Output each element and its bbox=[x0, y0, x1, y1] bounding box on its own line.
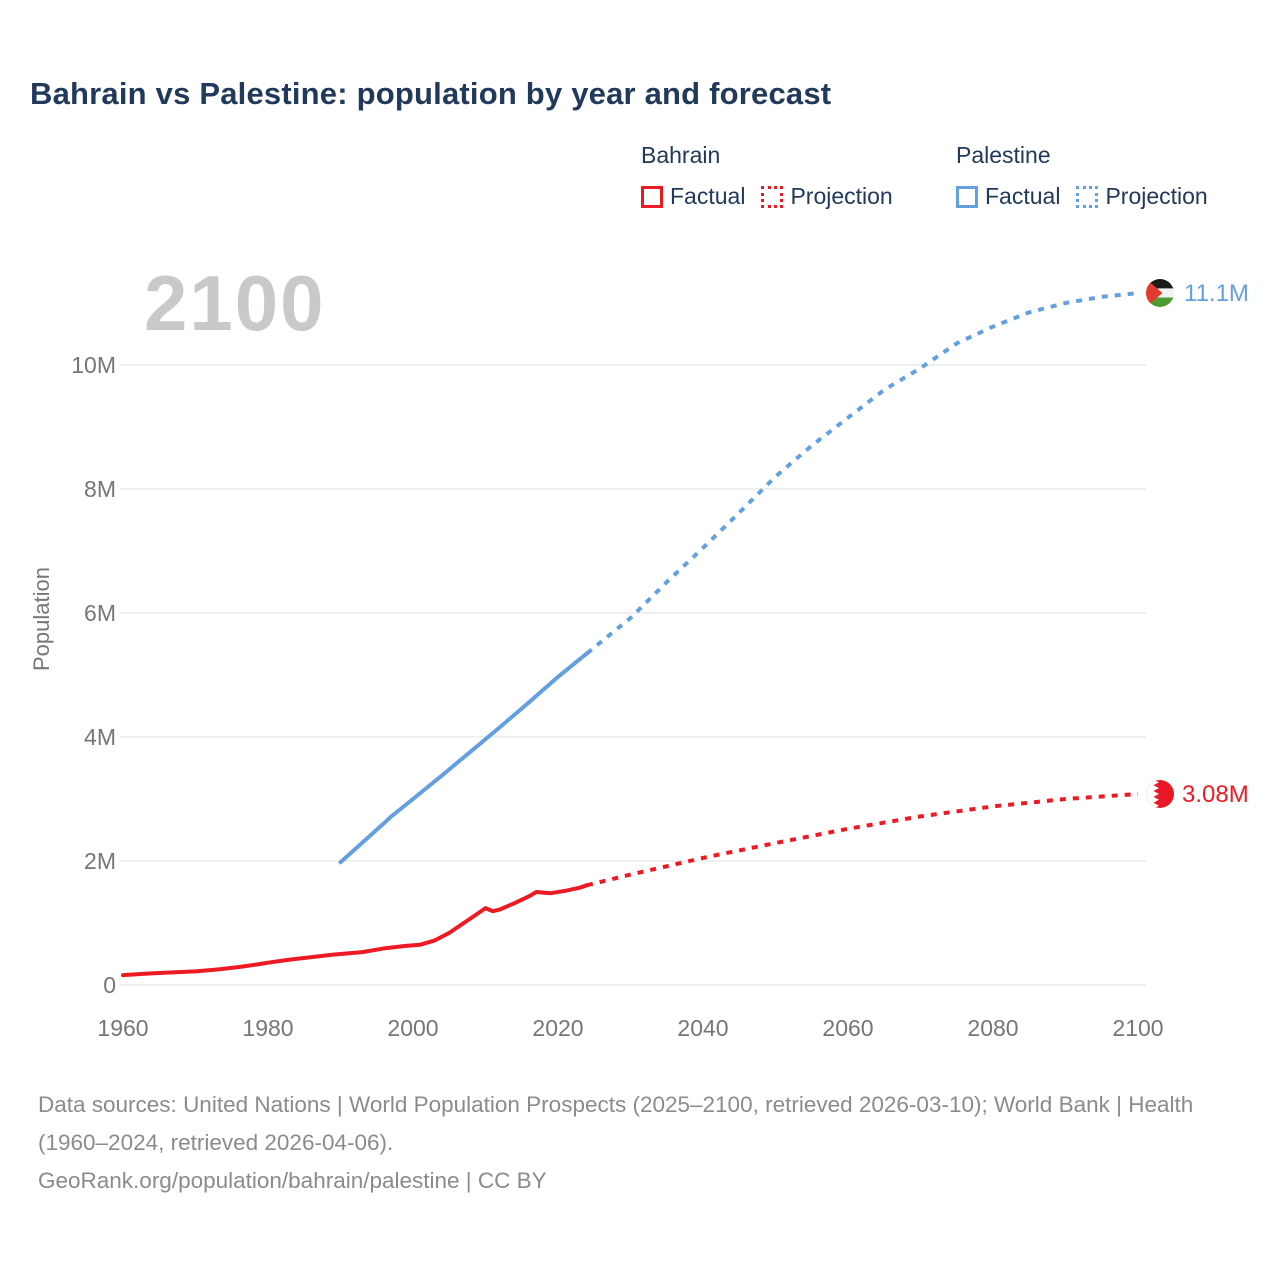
legend-item-bahrain-projection: Projection bbox=[761, 183, 893, 210]
legend-label: Projection bbox=[1105, 183, 1208, 209]
legend-row-palestine: Factual Projection bbox=[956, 183, 1208, 210]
legend-label: Projection bbox=[790, 183, 893, 209]
x-tick-2020: 2020 bbox=[532, 1015, 584, 1041]
legend-group-bahrain: Bahrain Factual Projection bbox=[641, 142, 893, 210]
palestine-projection-line bbox=[585, 291, 1139, 655]
y-tick-6m: 6M bbox=[84, 600, 116, 626]
x-tick-2000: 2000 bbox=[387, 1015, 439, 1041]
legend-row-bahrain: Factual Projection bbox=[641, 183, 893, 210]
legend-label: Factual bbox=[670, 183, 746, 209]
legend-label: Factual bbox=[985, 183, 1061, 209]
palestine-factual-line bbox=[338, 651, 589, 865]
legend-item-palestine-projection: Projection bbox=[1076, 183, 1208, 210]
bahrain-projection-swatch-icon bbox=[761, 185, 784, 208]
legend-item-bahrain-factual: Factual bbox=[641, 183, 745, 210]
footer: Data sources: United Nations | World Pop… bbox=[38, 1086, 1230, 1200]
x-tick-2100: 2100 bbox=[1112, 1015, 1164, 1041]
legend-item-palestine-factual: Factual bbox=[956, 183, 1060, 210]
bahrain-projection-line bbox=[586, 792, 1139, 888]
palestine-end-value-label: 11.1M bbox=[1184, 280, 1249, 307]
bahrain-factual-line bbox=[121, 883, 589, 978]
bahrain-end-value-label: 3.08M bbox=[1182, 781, 1249, 808]
data-sources-text: Data sources: United Nations | World Pop… bbox=[38, 1092, 1194, 1155]
legend-heading-bahrain: Bahrain bbox=[641, 142, 721, 168]
x-tick-2080: 2080 bbox=[967, 1015, 1019, 1041]
palestine-factual-swatch-icon bbox=[956, 185, 978, 208]
y-tick-4m: 4M bbox=[84, 724, 116, 750]
legend-heading-palestine: Palestine bbox=[956, 142, 1051, 168]
bahrain-flag-icon bbox=[1146, 780, 1174, 808]
y-tick-10m: 10M bbox=[71, 352, 116, 378]
y-tick-0: 0 bbox=[103, 972, 116, 998]
palestine-flag-icon bbox=[1146, 279, 1174, 307]
year-watermark: 2100 bbox=[144, 259, 326, 347]
page-title: Bahrain vs Palestine: population by year… bbox=[30, 76, 832, 111]
x-tick-1980: 1980 bbox=[242, 1015, 294, 1041]
palestine-projection-swatch-icon bbox=[1076, 185, 1099, 208]
y-tick-2m: 2M bbox=[84, 848, 116, 874]
legend-group-palestine: Palestine Factual Projection bbox=[956, 142, 1208, 210]
y-tick-8m: 8M bbox=[84, 476, 116, 502]
bahrain-factual-swatch-icon bbox=[641, 185, 663, 208]
x-tick-1960: 1960 bbox=[97, 1015, 149, 1041]
x-tick-2060: 2060 bbox=[822, 1015, 874, 1041]
x-tick-2040: 2040 bbox=[677, 1015, 729, 1041]
attribution-text: GeoRank.org/population/bahrain/palestine… bbox=[38, 1168, 547, 1193]
